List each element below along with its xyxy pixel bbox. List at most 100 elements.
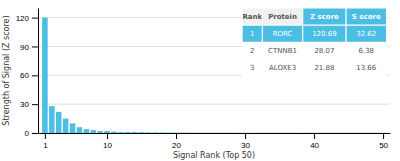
bar (325, 132, 331, 133)
tick-label: 30 (241, 141, 250, 150)
bar (70, 123, 76, 133)
tick: 50 (379, 133, 388, 150)
table-text: 6.38 (358, 47, 374, 55)
bar (125, 132, 131, 133)
tick-mark (32, 133, 38, 134)
table-text: 13.66 (356, 64, 377, 72)
table-text: RORC (273, 30, 293, 38)
tick-mark (32, 75, 38, 76)
table-text: Z score (310, 13, 339, 21)
table-text: 1 (250, 30, 254, 38)
table-text: Protein (268, 13, 297, 21)
grid (38, 18, 390, 133)
table-cell (346, 8, 386, 25)
bar (222, 132, 228, 133)
table-cell (303, 8, 346, 25)
bar (318, 132, 324, 133)
bar (166, 132, 172, 133)
table-text: 32.62 (356, 30, 376, 38)
bar (373, 132, 379, 133)
bar (304, 132, 310, 133)
table-cell (242, 42, 262, 59)
x-axis: 1 10 20 30 40 50 (39, 133, 391, 150)
table-cell (262, 25, 302, 42)
tick: 90 (20, 43, 38, 52)
chart: 1 10 20 30 40 50 0 30 60 90 120 Rank Protein Z score S… (0, 0, 400, 161)
axis-line (38, 9, 39, 134)
table-text: CTNNB1 (268, 47, 297, 55)
bar (56, 112, 62, 133)
table-text: ALOXE3 (269, 64, 296, 72)
table-cell (262, 60, 302, 77)
tick-mark (32, 104, 38, 105)
tick: 30 (20, 100, 38, 109)
tick-label: 90 (20, 43, 29, 52)
tick: 0 (25, 129, 38, 138)
bar (270, 132, 276, 133)
bar (215, 132, 221, 133)
table-text: 2 (250, 47, 254, 55)
table-cell (303, 42, 346, 59)
tick-mark (383, 133, 384, 139)
tick-label: 30 (20, 100, 29, 109)
bar (84, 129, 90, 133)
bar (63, 119, 69, 133)
bar (153, 132, 159, 133)
y-axis-title: Strength of Signal (Z score) (2, 15, 11, 125)
bar (132, 132, 138, 133)
bar (42, 18, 48, 133)
tick-label: 50 (379, 141, 388, 150)
table-cell (262, 42, 302, 59)
bar (346, 132, 352, 133)
tick-mark (176, 133, 177, 139)
tick: 60 (20, 71, 38, 80)
bar (97, 131, 103, 133)
table-text: 28.07 (314, 47, 334, 55)
table-cell (303, 25, 346, 42)
bar (339, 132, 345, 133)
tick: 120 (16, 14, 38, 23)
tick-label: 1 (43, 141, 48, 150)
bar (111, 132, 117, 133)
table-text: 21.88 (314, 64, 334, 72)
tick-mark (45, 133, 46, 139)
tick: 40 (310, 133, 319, 150)
bar (360, 132, 366, 133)
tick: 10 (103, 133, 112, 150)
tick-label: 40 (310, 141, 319, 150)
bar (180, 132, 186, 133)
bar (146, 132, 152, 133)
bar (118, 132, 124, 133)
table-cell (242, 8, 262, 25)
tick-mark (32, 18, 38, 19)
bar (298, 132, 304, 133)
bar (249, 132, 255, 133)
bar (77, 127, 83, 133)
table-text: S score (352, 13, 381, 21)
bar (277, 132, 283, 133)
bar (139, 132, 145, 133)
bar (194, 132, 200, 133)
bar (228, 132, 234, 133)
bar (256, 132, 262, 133)
bar (201, 132, 207, 133)
table-cell (346, 42, 386, 59)
table-text: 3 (250, 64, 254, 72)
tick-mark (245, 133, 246, 139)
axis-line (39, 133, 391, 134)
plot-area: 1 10 20 30 40 50 0 30 60 90 120 Rank Protein Z score S… (16, 8, 391, 150)
tick: 30 (241, 133, 250, 150)
bar (187, 132, 193, 133)
tick-label: 0 (25, 129, 30, 138)
table-text: Rank (242, 13, 262, 21)
tick: 20 (172, 133, 181, 150)
table-cell (262, 8, 302, 25)
table-cell (346, 25, 386, 42)
table: RankProteinZ scoreS score1RORC120.6932.6… (242, 8, 386, 77)
tick-mark (32, 46, 38, 47)
table-cell (346, 60, 386, 77)
bar (235, 132, 241, 133)
bar (208, 132, 214, 133)
bar (311, 132, 317, 133)
table-cell (242, 60, 262, 77)
